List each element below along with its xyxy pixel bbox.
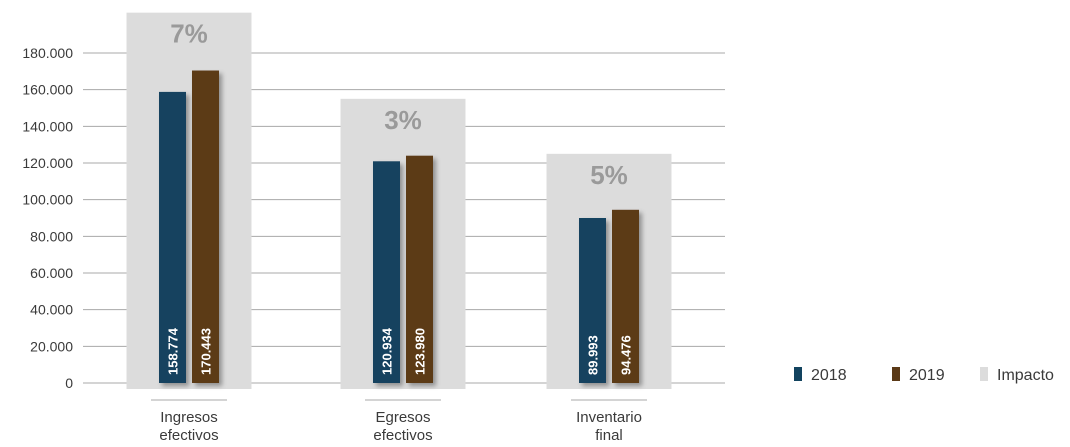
y-tick-label: 0 [65, 375, 73, 391]
y-tick-label: 40.000 [30, 302, 73, 318]
legend-swatch-2018 [794, 367, 802, 381]
x-category-label: final [595, 427, 623, 444]
bar-value-label: 170.443 [199, 328, 214, 375]
impact-band [340, 98, 466, 389]
x-category-label: Ingresos [160, 409, 218, 426]
legend-label-impacto: Impacto [997, 367, 1054, 384]
legend-label-2019: 2019 [909, 367, 945, 384]
bar-2018 [373, 161, 400, 383]
legend-swatch-impacto [980, 367, 988, 381]
y-tick-label: 20.000 [30, 338, 73, 354]
bar-2019 [406, 155, 433, 383]
x-category-label: efectivos [159, 427, 218, 444]
y-tick-label: 140.000 [22, 118, 73, 134]
bar-value-label: 89.993 [586, 335, 601, 375]
y-tick-label: 80.000 [30, 228, 73, 244]
impact-label: 7% [170, 19, 208, 49]
legend-label-2018: 2018 [811, 367, 847, 384]
y-tick-label: 160.000 [22, 82, 73, 98]
bar-value-label: 94.476 [619, 335, 634, 375]
impact-label: 5% [590, 160, 628, 190]
bar-2019 [192, 70, 219, 383]
x-category-label: Inventario [576, 409, 642, 426]
impact-label: 3% [384, 105, 422, 135]
impact-bands [126, 12, 672, 390]
y-tick-label: 60.000 [30, 265, 73, 281]
bars [159, 70, 639, 383]
x-category-label: efectivos [373, 427, 432, 444]
bar-2018 [579, 218, 606, 383]
y-tick-label: 180.000 [22, 45, 73, 61]
y-tick-label: 120.000 [22, 155, 73, 171]
impact-band [546, 153, 672, 389]
impact-band [126, 12, 252, 390]
bar-value-label: 158.774 [166, 327, 181, 375]
bar-value-label: 123.980 [413, 328, 428, 375]
labels: 0 20.000 40.000 60.000 80.000 100.000 120.000 1… [22, 19, 642, 444]
x-category-label: Egresos [375, 409, 430, 426]
bar-value-label: 120.934 [380, 327, 395, 375]
legend: 2018 2019 Impacto [794, 367, 1054, 384]
bar-2018 [159, 91, 186, 383]
bar-2019 [612, 209, 639, 383]
y-tick-label: 100.000 [22, 192, 73, 208]
legend-swatch-2019 [892, 367, 900, 381]
